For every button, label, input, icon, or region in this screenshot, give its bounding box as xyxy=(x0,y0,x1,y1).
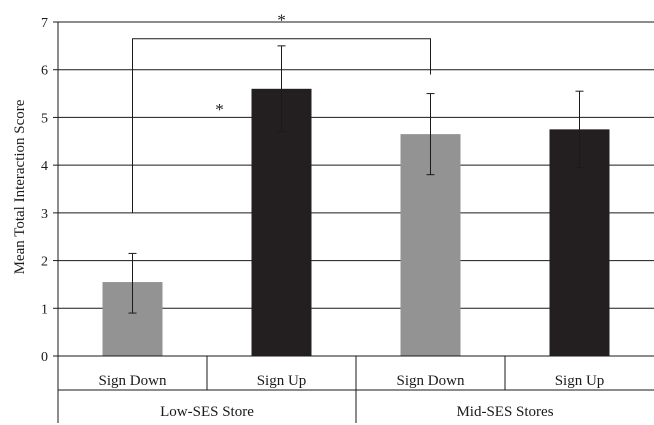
category-labels: Sign Down Sign Up Sign Down Sign UpLow-SES … xyxy=(99,373,605,420)
x-category-label-0: Sign Down xyxy=(99,373,167,389)
significance-bracket xyxy=(132,38,431,213)
y-tick-label-7: 7 xyxy=(41,16,48,31)
y-tick-label-5: 5 xyxy=(41,111,48,126)
significance-star-1: * xyxy=(215,100,224,119)
annotations: ** xyxy=(132,11,431,213)
bar-1 xyxy=(251,88,312,357)
x-group-label-0: Low-SES Store xyxy=(160,404,254,420)
x-group-label-1: Mid-SES Stores xyxy=(456,404,553,420)
axes xyxy=(53,21,654,423)
grid-layer xyxy=(58,21,654,309)
y-tick-label-3: 3 xyxy=(41,207,48,222)
y-tick-label-6: 6 xyxy=(41,64,48,79)
x-category-label-2: Sign Down xyxy=(397,373,465,389)
x-category-label-1: Sign Up xyxy=(257,373,307,389)
y-axis-title: Mean Total Interaction Score xyxy=(12,99,28,274)
bars xyxy=(102,88,610,357)
y-tick-label-0: 0 xyxy=(41,350,48,365)
y-tick-label-2: 2 xyxy=(41,255,48,270)
y-tick-labels: 0 1 2 3 4 5 6 7 xyxy=(41,16,48,365)
y-tick-label-1: 1 xyxy=(41,302,48,317)
y-tick-label-4: 4 xyxy=(41,159,48,174)
x-category-label-3: Sign Up xyxy=(555,373,605,389)
significance-star-bracket: * xyxy=(277,11,286,30)
error-bars xyxy=(128,45,584,314)
